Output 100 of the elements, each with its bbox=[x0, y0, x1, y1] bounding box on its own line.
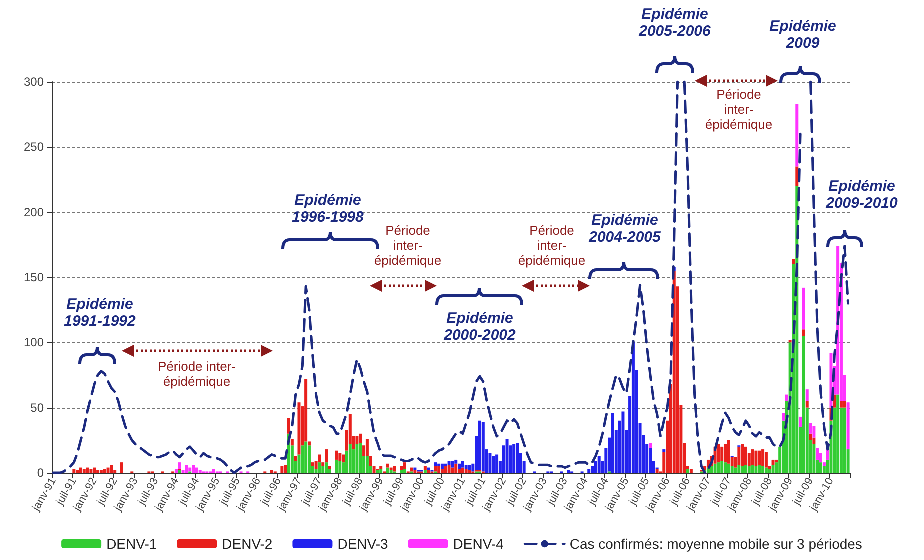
y-tick-label: 300 bbox=[24, 75, 44, 89]
bar bbox=[178, 462, 182, 470]
bar bbox=[427, 470, 430, 473]
bar bbox=[386, 464, 390, 468]
bar bbox=[656, 469, 659, 473]
bar bbox=[434, 466, 438, 472]
bar bbox=[468, 465, 472, 470]
bar bbox=[280, 466, 284, 473]
bar bbox=[758, 450, 762, 466]
bar bbox=[93, 468, 96, 473]
bar bbox=[799, 416, 802, 428]
annotation: Epidémie 2009-2010 bbox=[825, 178, 899, 212]
legend-label: Cas confirmés: moyenne mobile sur 3 périodes bbox=[570, 536, 862, 552]
legend-label: DENV-3 bbox=[338, 536, 388, 552]
bar bbox=[724, 462, 728, 473]
bar bbox=[311, 462, 314, 466]
bar bbox=[762, 466, 765, 473]
bar bbox=[802, 330, 806, 336]
bar bbox=[369, 456, 372, 466]
bar bbox=[366, 439, 369, 456]
bar bbox=[304, 379, 308, 442]
bar bbox=[451, 461, 454, 468]
bar bbox=[812, 426, 816, 438]
bar bbox=[322, 466, 325, 473]
bar bbox=[806, 390, 809, 402]
bar bbox=[86, 468, 90, 473]
bar bbox=[741, 466, 744, 473]
bar bbox=[380, 466, 383, 470]
bar bbox=[768, 469, 772, 473]
bar bbox=[662, 450, 666, 452]
bar bbox=[356, 444, 359, 473]
bar bbox=[335, 450, 338, 460]
bar bbox=[792, 259, 796, 264]
bar bbox=[110, 465, 114, 473]
bar bbox=[802, 336, 806, 473]
bar bbox=[386, 468, 390, 473]
bar bbox=[836, 394, 840, 473]
bar bbox=[322, 462, 325, 466]
y-tick-label: 50 bbox=[30, 400, 44, 415]
bar bbox=[785, 394, 788, 402]
bar bbox=[809, 423, 812, 434]
bar bbox=[758, 465, 762, 473]
bar bbox=[690, 469, 693, 473]
bar bbox=[380, 469, 383, 473]
y-tick-label: 0 bbox=[37, 466, 44, 480]
bar bbox=[764, 452, 768, 468]
bar bbox=[762, 450, 765, 466]
bar bbox=[720, 461, 724, 473]
bar bbox=[796, 104, 799, 167]
bar bbox=[816, 448, 820, 460]
bar bbox=[730, 466, 734, 473]
annotation: Période inter-épidémique bbox=[704, 87, 774, 133]
bar bbox=[400, 466, 404, 470]
bar bbox=[714, 464, 717, 473]
bar bbox=[727, 440, 730, 464]
bar bbox=[96, 470, 100, 473]
bar bbox=[403, 462, 406, 470]
bar bbox=[812, 438, 816, 444]
bar bbox=[438, 464, 441, 466]
bar bbox=[632, 342, 635, 473]
bar bbox=[348, 444, 352, 473]
bar bbox=[284, 465, 288, 473]
bar bbox=[717, 462, 720, 473]
bar bbox=[686, 469, 690, 473]
bar bbox=[738, 446, 741, 466]
bar bbox=[270, 470, 274, 473]
bar bbox=[775, 460, 778, 463]
bar bbox=[178, 470, 182, 473]
bar bbox=[444, 466, 448, 473]
bar bbox=[738, 465, 741, 473]
bar bbox=[717, 444, 720, 463]
bar bbox=[414, 470, 417, 473]
bar bbox=[120, 462, 124, 473]
bar bbox=[782, 413, 785, 421]
bar bbox=[328, 466, 332, 470]
bar bbox=[754, 466, 758, 473]
text: Epidémie 2005-2006 bbox=[638, 6, 712, 40]
bar bbox=[672, 270, 676, 473]
bar bbox=[806, 401, 809, 408]
bar bbox=[79, 468, 82, 473]
bar bbox=[100, 470, 103, 473]
bar bbox=[482, 422, 485, 472]
bar bbox=[298, 402, 301, 455]
bar bbox=[822, 462, 826, 466]
bar bbox=[772, 465, 775, 473]
bar bbox=[338, 453, 342, 462]
bar bbox=[506, 439, 509, 473]
bar bbox=[338, 461, 342, 473]
bar bbox=[764, 468, 768, 473]
bar bbox=[335, 460, 338, 473]
bar bbox=[751, 465, 754, 473]
bar bbox=[174, 469, 178, 473]
bar bbox=[802, 288, 806, 330]
bar bbox=[492, 456, 496, 473]
bar bbox=[454, 464, 458, 473]
bar bbox=[754, 450, 758, 466]
bar bbox=[393, 466, 396, 472]
bar bbox=[843, 408, 846, 473]
bar bbox=[751, 450, 754, 466]
legend-label: DENV-2 bbox=[222, 536, 273, 552]
